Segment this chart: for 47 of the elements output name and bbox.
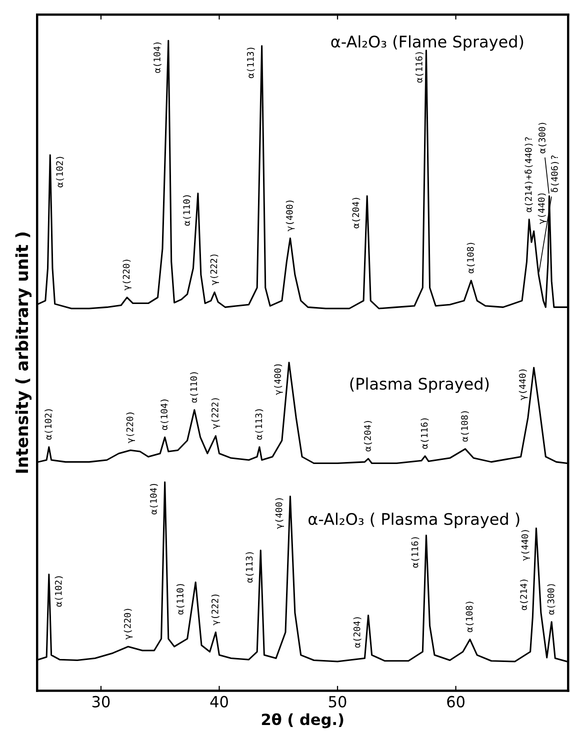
annotation: α(108) [466, 602, 474, 632]
annotation: γ(440) [521, 530, 530, 561]
legend-label: α-Al₂O₃ (Flame Sprayed) [331, 35, 524, 51]
y-axis-title: Intensity ( arbitrary unit ) [15, 232, 32, 473]
annotation: α(102) [44, 409, 53, 440]
annotation: γ(220) [122, 260, 132, 290]
annotation: α(104) [160, 400, 169, 430]
series-label: α-Al₂O₃ ( Plasma Sprayed ) [308, 512, 520, 528]
annotation: α(300) [547, 584, 556, 615]
annotation: δ(406)? [550, 156, 559, 192]
annotation: α(113) [246, 48, 255, 78]
x-axis-title: 2θ ( deg.) [262, 713, 344, 728]
annotation: α(108) [460, 411, 469, 442]
annotation: γ(220) [124, 608, 133, 640]
annotation: γ(222) [210, 254, 219, 286]
annotation: α(214)+δ(440)? [524, 137, 533, 212]
annotation: α(300) [538, 122, 546, 154]
x-tick-label: 30 [92, 696, 110, 708]
annotation: α(113) [246, 552, 254, 583]
annotation: γ(440) [538, 193, 547, 224]
annotation: γ(400) [275, 498, 284, 529]
annotation: γ(222) [211, 594, 220, 626]
annotation: α(102) [56, 156, 64, 188]
x-tick-label: 50 [328, 696, 346, 708]
annotation: α(104) [153, 42, 162, 73]
annotation: α(104) [150, 484, 158, 514]
annotation: α(110) [176, 584, 184, 615]
annotation: α(116) [411, 537, 420, 568]
annotation: α(204) [352, 198, 360, 228]
x-tick-label: 40 [210, 696, 228, 708]
annotation: α(110) [182, 195, 192, 226]
annotation: α(116) [415, 52, 424, 83]
annotation: α(214) [520, 580, 528, 610]
annotation: γ(400) [286, 200, 295, 232]
annotation: γ(400) [274, 364, 283, 395]
annotation: α(108) [466, 242, 475, 274]
x-tick-label: 60 [447, 696, 464, 708]
annotation: γ(440) [518, 370, 528, 400]
annotation: α(204) [353, 617, 362, 648]
annotation: γ(220) [126, 412, 135, 444]
text: (Plasma Sprayed) [350, 377, 489, 393]
annotation: α(102) [54, 576, 63, 607]
annotation: α(116) [420, 418, 429, 449]
annotation: α(113) [255, 409, 264, 440]
annotation: α(110) [190, 372, 198, 403]
annotation: α(204) [364, 421, 372, 452]
annotation: γ(222) [211, 398, 220, 429]
